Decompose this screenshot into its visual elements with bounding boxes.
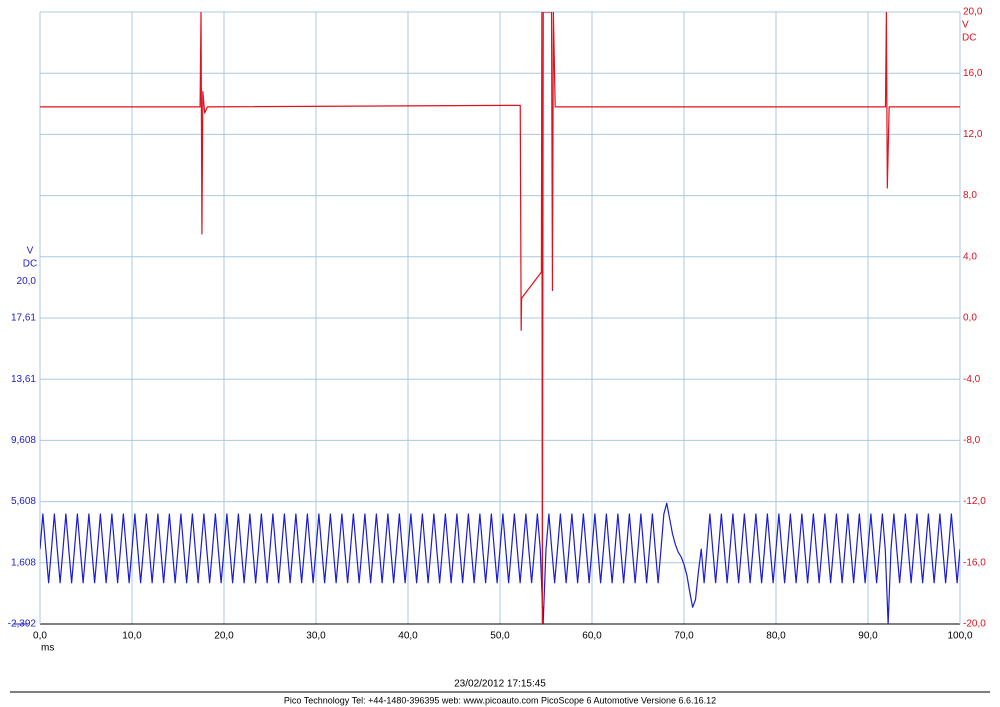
y2-tick-label: -8,0 [963,435,981,446]
y2-tick-label: 0,0 [963,313,977,324]
y2-tick-label: 8,0 [963,190,977,201]
y2-tick-label: 4,0 [963,251,977,262]
trace [40,12,960,624]
x-tick-label: 0,0 [33,631,47,642]
y-label: V [27,246,34,257]
timestamp: 23/02/2012 17:15:45 [454,679,546,690]
y2-unit: DC [962,33,976,44]
x-tick-label: 50,0 [490,631,510,642]
y-unit: DC [23,259,37,270]
x-tick-label: 30,0 [306,631,326,642]
y-tick-label: 5,608 [11,496,36,507]
x-tick-label: 40,0 [398,631,418,642]
x-label: ms [41,643,54,654]
y2-tick-label: -4,0 [963,374,981,385]
y-tick-label: 17,61 [11,313,36,324]
footer: Pico Technology Tel: +44-1480-396395 web… [284,695,716,705]
x-tick-label: 90,0 [858,631,878,642]
y-tick-label: -2,392 [8,619,37,630]
x-tick-label: 10,0 [122,631,142,642]
y2-tick-label: -12,0 [963,496,986,507]
y2-tick-label: 12,0 [963,129,983,140]
y2-label: V [962,20,969,31]
y-tick-label: 13,61 [11,374,36,385]
y2-tick-label: 16,0 [963,68,983,79]
trace [40,502,960,624]
y2-tick-label: 20,0 [963,7,983,18]
x-tick-label: 60,0 [582,631,602,642]
y2-tick-label: -20,0 [963,619,986,630]
x-tick-label: 70,0 [674,631,694,642]
plot-area [40,12,960,624]
y2-tick-label: -16,0 [963,557,986,568]
x-tick-label: 80,0 [766,631,786,642]
y-tick-label: 1,608 [11,557,36,568]
y-tick-label: 9,608 [11,435,36,446]
x-tick-label: 100,0 [947,631,972,642]
y-tick-label: 20,0 [17,276,37,287]
x-tick-label: 20,0 [214,631,234,642]
